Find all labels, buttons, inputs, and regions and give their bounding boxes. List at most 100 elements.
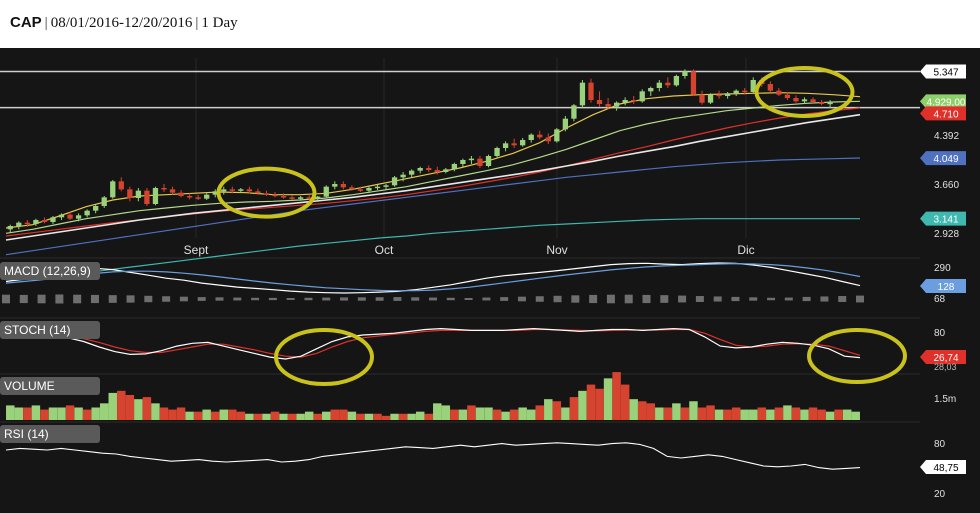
- volume-bar: [373, 413, 382, 420]
- candle-body: [289, 197, 295, 199]
- volume-bar: [125, 395, 135, 420]
- macd-histogram-bar: [162, 296, 171, 302]
- candle-body: [656, 82, 662, 88]
- volume-bar: [492, 409, 502, 420]
- candle-body: [135, 190, 142, 198]
- candle-body: [767, 84, 773, 91]
- panel-title: STOCH (14): [4, 323, 70, 337]
- volume-bar: [202, 409, 211, 420]
- annotation-circle: [216, 166, 317, 219]
- macd-histogram-bar: [820, 296, 829, 302]
- volume-bar: [851, 411, 860, 420]
- axis-tick-label: 80: [934, 439, 946, 450]
- volume-bar: [578, 390, 587, 420]
- candle-body: [118, 181, 124, 190]
- volume-bar: [526, 409, 536, 420]
- volume-bar: [219, 409, 229, 420]
- volume-bar: [646, 403, 656, 420]
- volume-bar: [151, 403, 160, 420]
- volume-bar: [168, 409, 177, 420]
- volume-bar: [99, 403, 109, 420]
- volume-bar: [842, 409, 852, 420]
- panel-title-box: [0, 377, 100, 395]
- candle-body: [793, 98, 799, 102]
- x-axis-label: Oct: [375, 243, 394, 257]
- candle-body: [400, 174, 406, 178]
- macd-histogram-bar: [286, 298, 295, 300]
- chart-background: [0, 48, 980, 513]
- macd-histogram-bar: [393, 297, 402, 301]
- volume-bar: [586, 384, 596, 420]
- candle-body: [596, 100, 603, 104]
- volume-bar: [57, 407, 66, 420]
- rsi-line: [5, 442, 861, 470]
- candle-body: [502, 143, 509, 148]
- macd-histogram-bar: [126, 295, 135, 303]
- axis-value-tag: [920, 64, 966, 79]
- volume-bar: [347, 411, 357, 420]
- volume-bar: [783, 405, 792, 420]
- macd-histogram-bar: [197, 297, 206, 301]
- macd-histogram-bar: [268, 297, 277, 301]
- candle-body: [340, 184, 346, 188]
- axis-tick-label: 28,03: [934, 362, 957, 372]
- candle-body: [409, 170, 415, 175]
- candle-body: [366, 188, 372, 191]
- volume-bar: [757, 407, 767, 420]
- annotation-circle: [807, 328, 907, 384]
- candle-body: [818, 102, 825, 104]
- volume-bar: [740, 409, 749, 420]
- volume-bar: [595, 388, 604, 420]
- candle-body: [460, 160, 466, 164]
- volume-bar: [689, 401, 698, 420]
- volume-bar: [390, 413, 399, 420]
- candle-body: [357, 189, 364, 191]
- volume-bar: [723, 409, 732, 420]
- volume-bar: [245, 413, 254, 420]
- volume-bar: [176, 407, 186, 420]
- macd-histogram-bar: [322, 297, 331, 301]
- candle-body: [750, 80, 756, 92]
- volume-bar: [817, 409, 826, 420]
- candle-body: [93, 206, 99, 211]
- candle-body: [468, 158, 475, 161]
- volume-bar: [270, 411, 280, 420]
- macd-histogram-bar: [340, 297, 349, 301]
- macd-histogram-bar: [482, 297, 491, 301]
- candle-body: [186, 196, 193, 198]
- candle-body: [724, 93, 731, 96]
- candle-body: [383, 185, 389, 187]
- volume-bar: [663, 407, 673, 420]
- volume-bar: [23, 407, 32, 420]
- candle-body: [605, 104, 611, 107]
- candle-body: [485, 156, 492, 166]
- axis-value-tag-label: 4.049: [933, 154, 958, 165]
- candle-body: [229, 189, 235, 191]
- panel-title-box: [0, 262, 100, 280]
- volume-bar: [501, 411, 510, 420]
- volume-bar: [714, 409, 724, 420]
- candle-body: [443, 169, 449, 172]
- volume-bar: [108, 392, 117, 420]
- axis-value-tag-label: 4.929,00: [927, 97, 966, 108]
- x-axis-label: Sept: [184, 243, 209, 257]
- volume-bar: [296, 413, 305, 420]
- macd-histogram-bar: [375, 297, 384, 301]
- volume-bar: [65, 405, 75, 420]
- volume-bar: [509, 409, 519, 420]
- candle-body: [110, 181, 116, 198]
- macd-histogram-bar: [856, 295, 864, 303]
- candle-body: [332, 184, 338, 187]
- axis-tick-label: 20: [934, 489, 946, 500]
- volume-bar: [313, 413, 322, 420]
- axis-value-tag-label: 5.347: [933, 68, 958, 79]
- volume-bar: [484, 407, 493, 420]
- volume-bar: [48, 407, 58, 420]
- macd-histogram-bar: [215, 297, 224, 301]
- volume-bar: [262, 413, 271, 420]
- volume-bar: [518, 407, 527, 420]
- panel-title: RSI (14): [4, 427, 49, 441]
- candle-body: [144, 190, 150, 204]
- volume-bar: [680, 407, 690, 420]
